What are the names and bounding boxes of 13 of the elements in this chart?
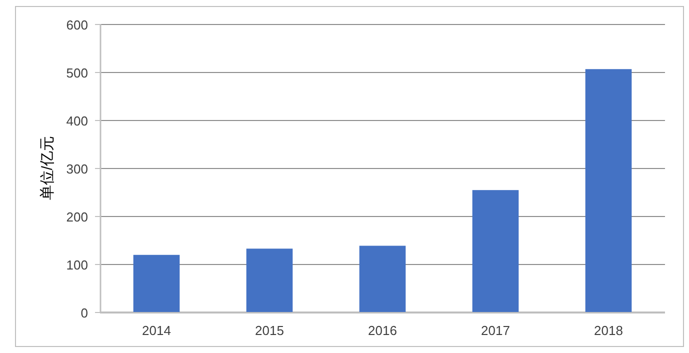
y-tick-label: 500 — [66, 66, 88, 80]
y-tick-label: 0 — [80, 306, 88, 320]
x-tick-label: 2018 — [594, 323, 623, 338]
x-tick-label: 2016 — [368, 323, 397, 338]
y-tick-label: 100 — [66, 258, 88, 272]
y-axis-title: 单位/亿元 — [39, 136, 56, 200]
y-tick-label: 600 — [66, 18, 88, 32]
y-tick-label: 200 — [66, 210, 88, 224]
x-tick-label: 2017 — [481, 323, 510, 338]
x-tick-label: 2015 — [255, 323, 284, 338]
y-tick-label: 300 — [66, 162, 88, 176]
x-tick-label: 2014 — [142, 323, 171, 338]
y-tick-label: 400 — [66, 114, 88, 128]
